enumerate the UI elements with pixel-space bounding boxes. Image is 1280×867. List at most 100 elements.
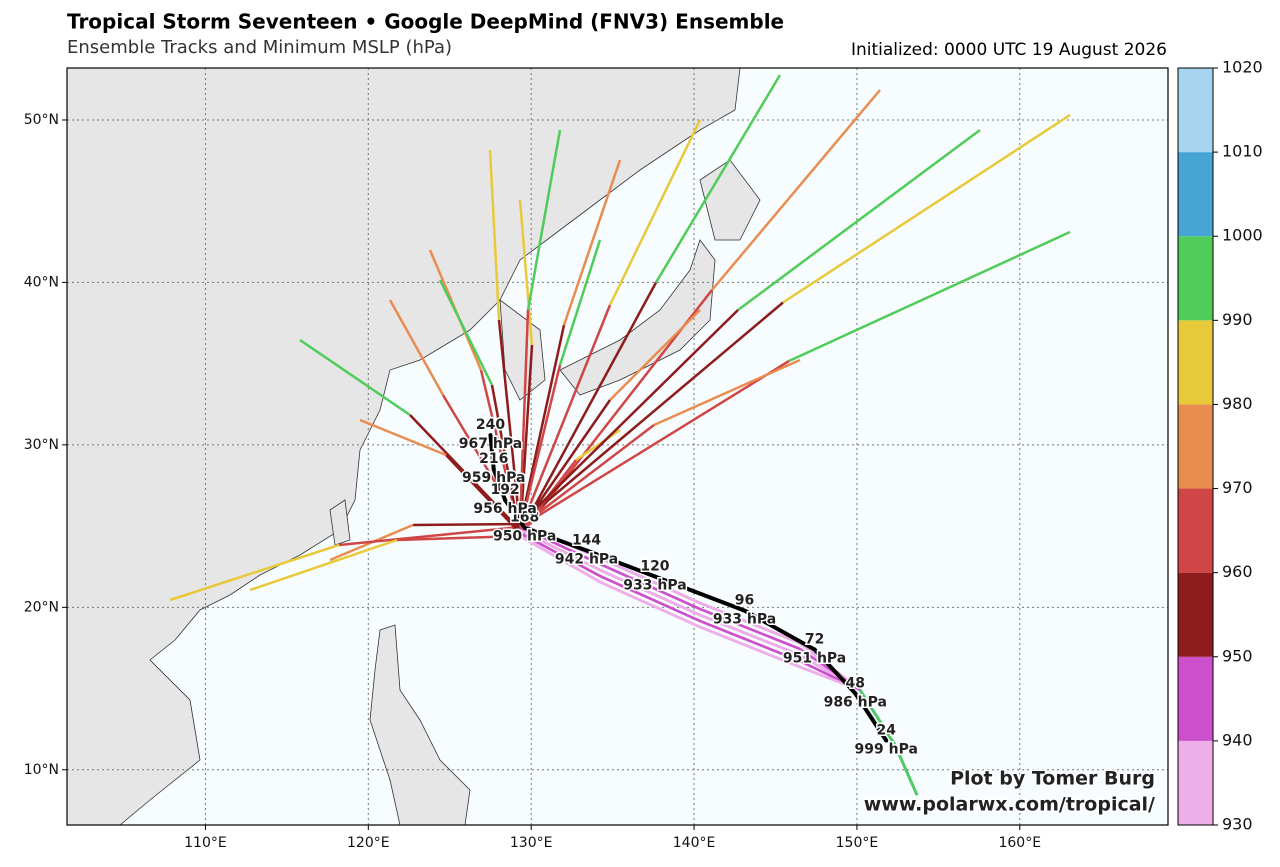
colorbar-bin — [1178, 488, 1213, 573]
track-point — [812, 647, 817, 652]
colorbar-bin — [1178, 404, 1213, 489]
mslp-label: 950 hPa — [493, 529, 556, 545]
y-tick-label: 30°N — [24, 437, 59, 453]
init-time: Initialized: 0000 UTC 19 August 2026 — [851, 40, 1167, 60]
track-segment — [359, 418, 447, 457]
mslp-label: 956 hPa — [473, 501, 536, 517]
track-point — [522, 525, 527, 530]
track-segment — [653, 358, 801, 427]
track-segment — [526, 129, 562, 311]
track-segment — [169, 543, 340, 602]
y-tick-label: 40°N — [24, 274, 59, 290]
track-segment — [249, 538, 398, 592]
colorbar-bin — [1178, 320, 1213, 405]
credit: Plot by Tomer Burg — [950, 768, 1155, 790]
x-tick-label: 150°E — [836, 835, 879, 851]
subtitle: Ensemble Tracks and Minimum MSLP (hPa) — [67, 37, 452, 58]
track-segment — [558, 239, 602, 366]
track-segment — [711, 89, 881, 291]
track-segment — [575, 428, 621, 462]
colorbar: 930 940 950 960 970 980 990 1000 1010 1020 — [1177, 58, 1263, 834]
hour-label: 24 — [876, 723, 896, 739]
track-segment — [562, 159, 622, 326]
hour-label: 120 — [640, 558, 669, 574]
hour-label: 216 — [479, 451, 508, 467]
track-segment — [518, 309, 530, 525]
track-point — [488, 433, 493, 438]
mean-track-line — [488, 434, 888, 742]
track-segment — [518, 364, 562, 531]
credit-url: www.polarwx.com/tropical/ — [864, 794, 1155, 816]
colorbar-bin — [1178, 572, 1213, 657]
track-segment — [299, 338, 411, 417]
colorbar-bin — [1178, 656, 1213, 741]
track-point — [584, 548, 589, 553]
mslp-label: 986 hPa — [824, 694, 887, 710]
track-segment — [519, 531, 861, 692]
colorbar-label: 1010 — [1222, 142, 1263, 161]
mslp-label: 951 hPa — [783, 651, 846, 667]
map-frame — [66, 67, 1169, 826]
colorbar-label: 980 — [1222, 394, 1253, 413]
track-point — [884, 738, 889, 743]
track-segment — [518, 324, 566, 528]
track-segment — [788, 230, 1071, 363]
colorbar-label: 940 — [1222, 730, 1253, 749]
track-segment — [518, 304, 612, 531]
track-segment — [518, 199, 534, 346]
mslp-label: 942 hPa — [555, 551, 618, 567]
x-tick-label: 120°E — [347, 835, 390, 851]
track-segment — [497, 319, 522, 528]
colorbar-label: 950 — [1222, 646, 1253, 665]
track-point — [742, 608, 747, 613]
track-segment — [519, 301, 784, 525]
track-point — [652, 574, 657, 579]
track-segment — [858, 689, 919, 796]
colorbar-label: 970 — [1222, 478, 1253, 497]
colorbar-bin — [1178, 740, 1213, 825]
mslp-label: 967 hPa — [459, 436, 522, 452]
track-segment — [518, 344, 534, 537]
title: Tropical Storm Seventeen • Google DeepMi… — [67, 10, 784, 34]
track-segment — [609, 309, 701, 401]
hour-label: 144 — [572, 532, 601, 548]
track-segment — [519, 525, 861, 692]
track-segment — [519, 359, 790, 529]
x-tick-label: 140°E — [673, 835, 716, 851]
track-point — [503, 498, 508, 503]
track-segment — [488, 149, 501, 321]
y-tick-label: 20°N — [24, 599, 59, 615]
hour-label: 240 — [476, 417, 505, 433]
colorbar-bin — [1178, 68, 1213, 153]
track-segment — [654, 74, 782, 284]
track-segment — [490, 384, 522, 537]
colorbar-label: 990 — [1222, 310, 1253, 329]
mslp-label: 933 hPa — [623, 577, 686, 593]
mean-track: 24 999 hPa 48 986 hPa 72 951 hPa 96 933 hPa 120 9… — [457, 416, 919, 759]
hour-label: 48 — [846, 675, 865, 691]
x-tick-label: 160°E — [998, 835, 1041, 851]
track-segment — [396, 534, 521, 542]
mslp-label: 933 hPa — [713, 612, 776, 628]
track-segment — [737, 128, 981, 312]
track-segment — [608, 119, 702, 306]
colorbar-bin — [1178, 236, 1213, 321]
track-segment — [519, 534, 861, 692]
track-segment — [519, 528, 861, 692]
hour-label: 96 — [735, 593, 754, 609]
colorbar-label: 960 — [1222, 562, 1253, 581]
colorbar-label: 1020 — [1222, 58, 1263, 77]
mslp-label: 999 hPa — [855, 742, 918, 758]
grid — [67, 68, 1168, 825]
track-segment — [438, 279, 494, 386]
track-segment — [409, 414, 521, 531]
mslp-label: 959 hPa — [462, 470, 525, 486]
track-point — [491, 467, 496, 472]
track-segment — [519, 309, 739, 525]
track-segment — [519, 424, 655, 528]
hour-label: 168 — [510, 510, 539, 526]
track-segment — [518, 281, 658, 534]
hour-label: 72 — [805, 632, 824, 648]
hour-label: 192 — [491, 482, 520, 498]
